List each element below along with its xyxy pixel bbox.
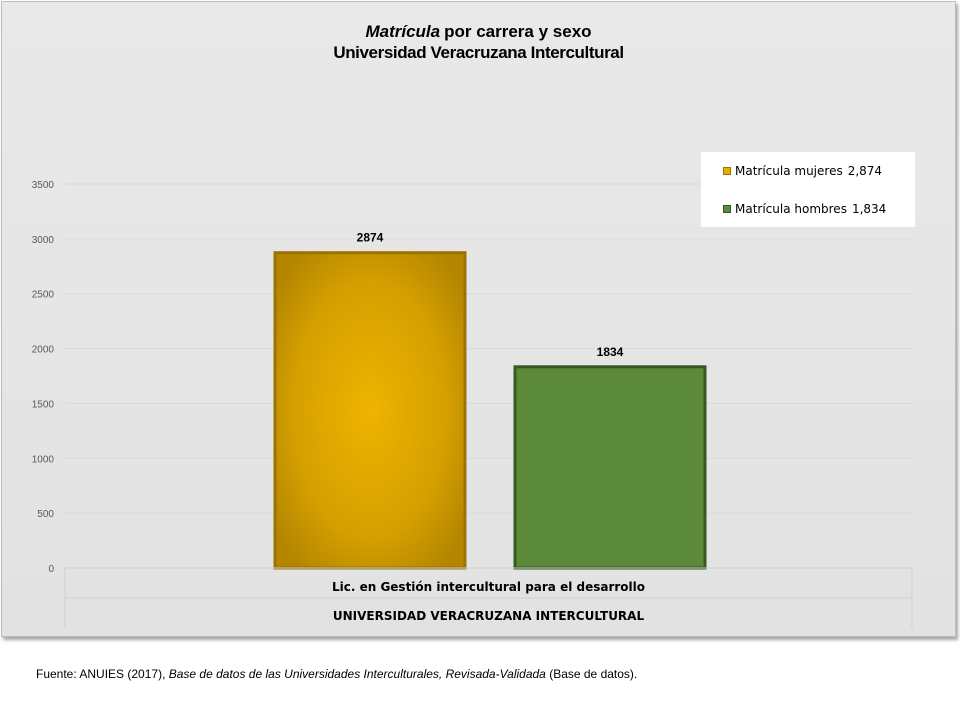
legend-item-mujeres: Matrícula mujeres 2,874	[723, 164, 882, 178]
legend-value-mujeres: 2,874	[847, 164, 883, 178]
chart-title-italic: Matrícula	[365, 22, 441, 41]
legend-swatch-hombres	[723, 205, 731, 213]
y-tick-label: 2000	[32, 345, 55, 356]
chart-title-rest: por carrera y sexo	[444, 22, 592, 41]
chart-subtitle: Universidad Veracruzana Intercultural	[333, 43, 624, 62]
x-group-label: UNIVERSIDAD VERACRUZANA INTERCULTURAL	[333, 609, 645, 623]
bars	[273, 251, 707, 570]
y-tick-label: 1000	[32, 454, 55, 465]
source-note: Fuente: ANUIES (2017), Base de datos de …	[36, 667, 637, 681]
source-title: Base de datos de las Universidades Inter…	[168, 667, 546, 681]
y-tick-label: 3500	[32, 180, 55, 191]
y-tick-label: 1500	[32, 399, 55, 410]
chart-title: Matrícula por carrera y sexo Universidad …	[2, 21, 955, 63]
data-label: 1834	[597, 345, 624, 359]
legend: Matrícula mujeres 2,874 Matrícula hombres…	[701, 152, 915, 227]
data-labels: 2874 1834	[357, 231, 624, 359]
y-tick-label: 0	[48, 564, 54, 575]
gridlines	[65, 183, 912, 569]
legend-label-hombres: Matrícula hombres	[735, 202, 847, 216]
y-tick-label: 500	[37, 509, 54, 520]
chart-frame: Matrícula por carrera y sexo Universidad …	[1, 1, 956, 637]
y-axis: 0 500 1000 1500 2000 2500 3000 3500	[32, 180, 55, 575]
y-tick-label: 3000	[32, 235, 55, 246]
source-suffix: (Base de datos).	[549, 667, 638, 681]
legend-value-hombres: 1,834	[851, 202, 887, 216]
source-prefix: Fuente: ANUIES (2017),	[36, 667, 166, 681]
x-category-label: Lic. en Gestión intercultural para el de…	[332, 580, 645, 594]
data-label: 2874	[357, 231, 384, 245]
bar-chart: 0 500 1000 1500 2000 2500 3000 3500 2874 1834 Li…	[32, 180, 913, 628]
y-tick-label: 2500	[32, 290, 55, 301]
legend-item-hombres: Matrícula hombres 1,834	[723, 202, 886, 216]
bar-hombres	[513, 365, 707, 570]
bar-mujeres	[273, 251, 467, 570]
legend-swatch-mujeres	[723, 167, 731, 175]
x-axis: Lic. en Gestión intercultural para el de…	[64, 567, 913, 628]
legend-label-mujeres: Matrícula mujeres	[735, 164, 843, 178]
